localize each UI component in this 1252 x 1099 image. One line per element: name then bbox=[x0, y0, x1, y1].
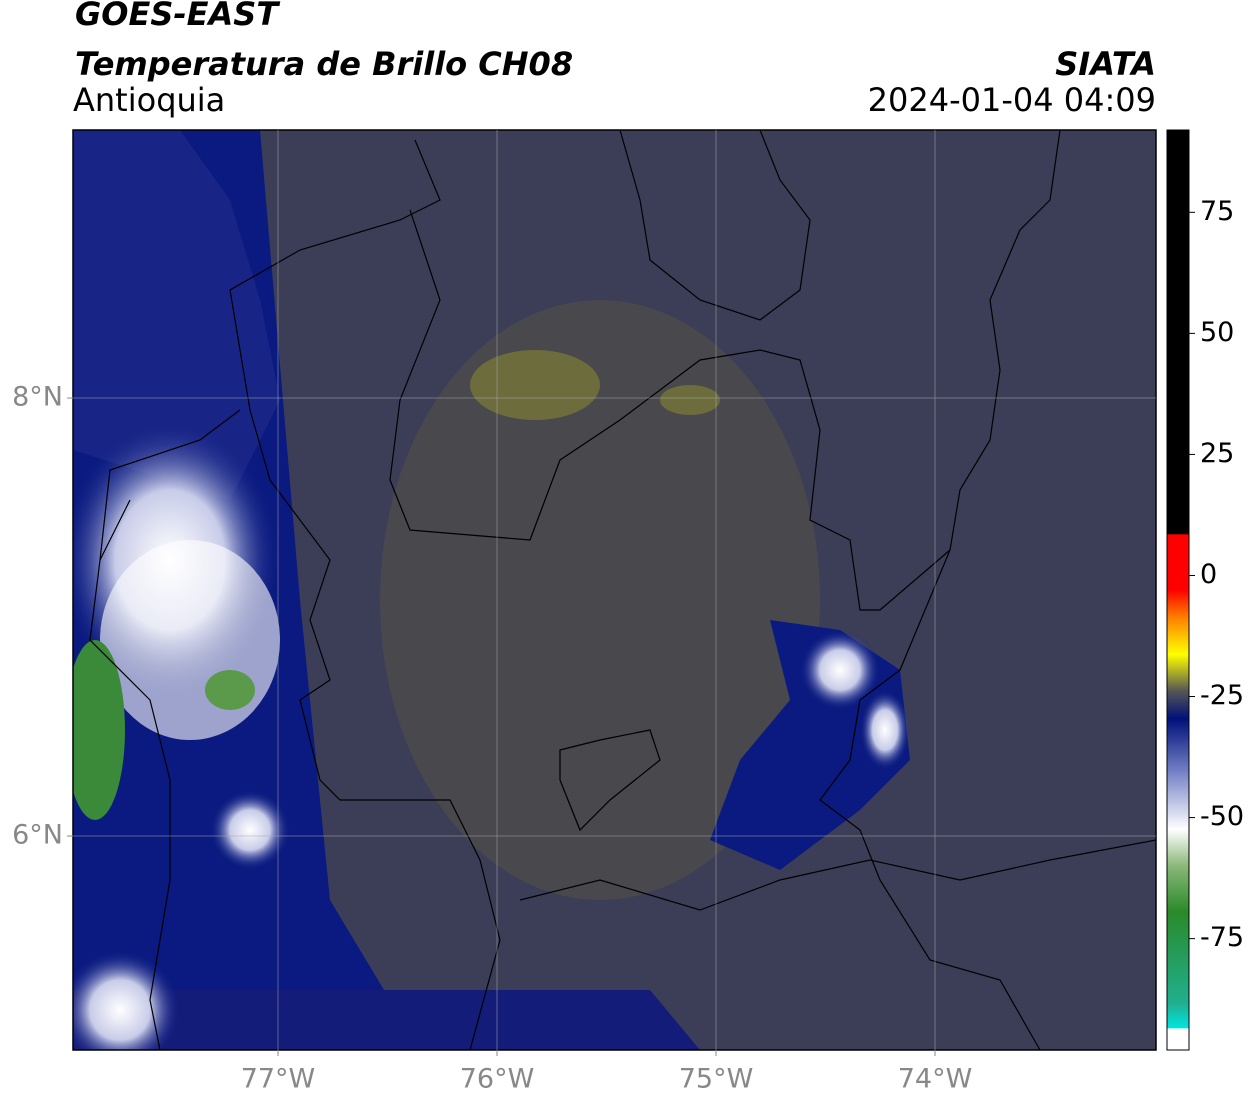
colorbar bbox=[1166, 129, 1190, 1051]
x-tick-label: 77°W bbox=[241, 1064, 316, 1095]
colorbar-tick-label: 25 bbox=[1200, 438, 1234, 469]
colorbar-tick-label: -75 bbox=[1200, 922, 1244, 953]
subtitle: Temperatura de Brillo CH08 bbox=[75, 45, 573, 83]
y-tick-label: 6°N bbox=[12, 820, 63, 851]
colorbar-tick-label: 75 bbox=[1200, 196, 1234, 227]
source: SIATA bbox=[1055, 45, 1156, 83]
x-tick-label: 74°W bbox=[898, 1064, 973, 1095]
x-tick-label: 75°W bbox=[679, 1064, 754, 1095]
colorbar-tick-label: -25 bbox=[1200, 680, 1244, 711]
title: GOES-EAST bbox=[75, 0, 280, 33]
y-tick-label: 8°N bbox=[12, 382, 63, 413]
colorbar-tick-label: 50 bbox=[1200, 317, 1234, 348]
datetime: 2024-01-04 04:09 bbox=[868, 81, 1156, 119]
colorbar-tick-label: 0 bbox=[1200, 559, 1217, 590]
x-tick-label: 76°W bbox=[460, 1064, 535, 1095]
satellite-image bbox=[73, 130, 1156, 1050]
colorbar-tick-label: -50 bbox=[1200, 801, 1244, 832]
map-frame bbox=[72, 129, 1157, 1051]
region: Antioquia bbox=[73, 81, 225, 119]
borders bbox=[89, 130, 1156, 1050]
